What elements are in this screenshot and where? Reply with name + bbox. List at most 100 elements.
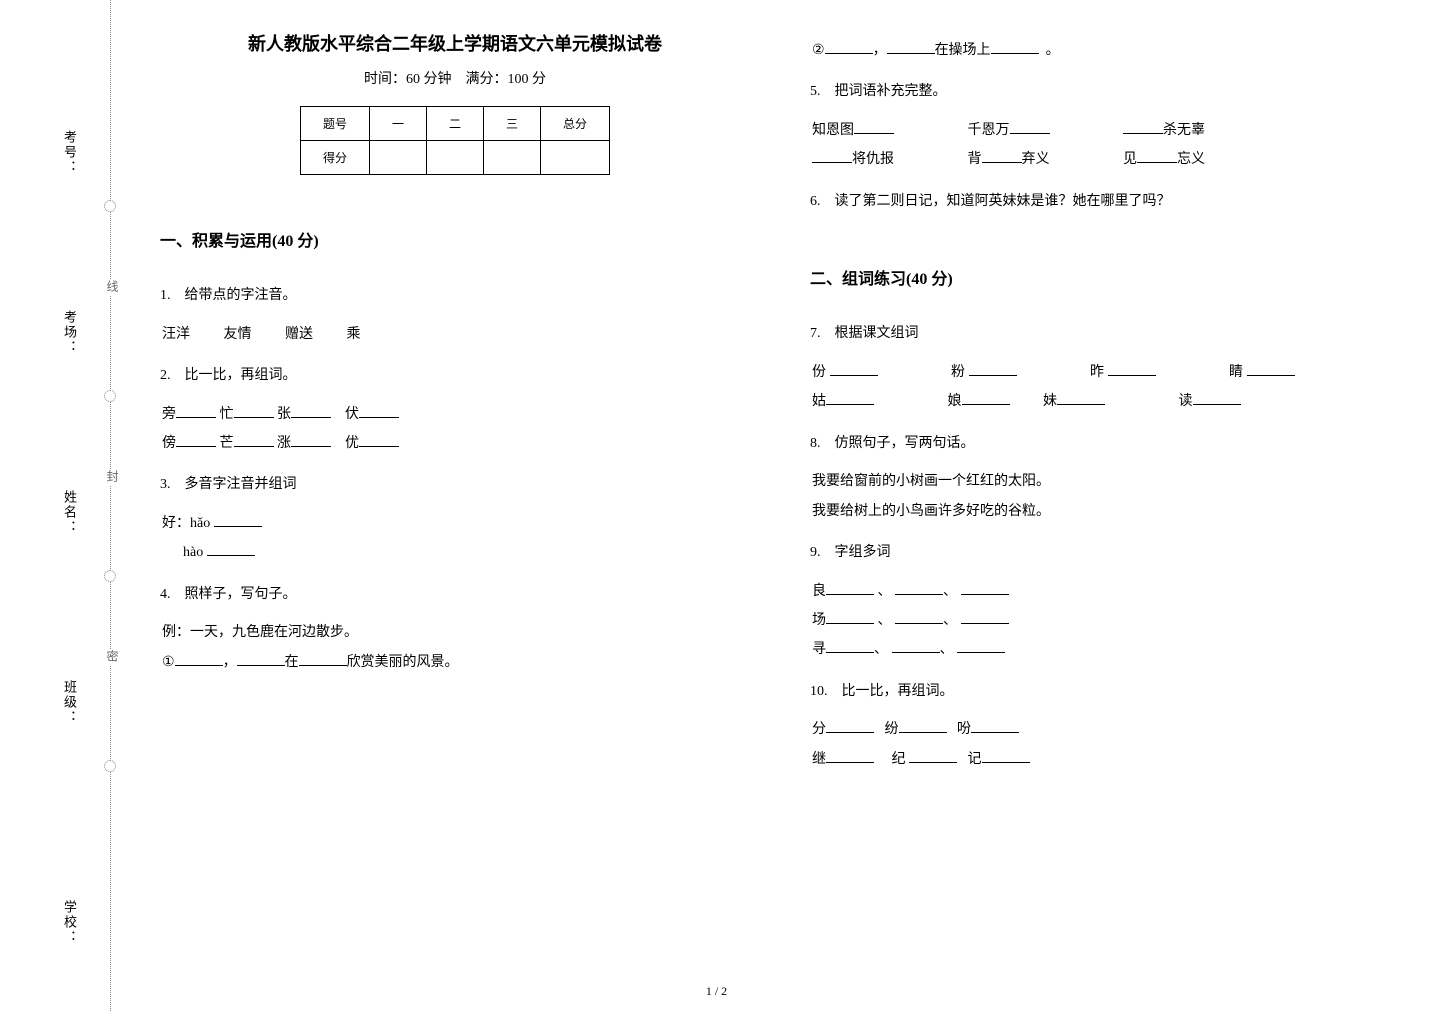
q3-label: 好： bbox=[162, 516, 190, 531]
q1-w2: 友情 bbox=[224, 327, 252, 342]
q9-c1: 良 bbox=[812, 584, 826, 599]
q4-2c: 在操场上 bbox=[935, 43, 991, 58]
th-2: 二 bbox=[426, 107, 483, 141]
q1-w3: 赠送 bbox=[285, 327, 313, 342]
q2-r2c1: 傍 bbox=[162, 436, 176, 451]
q5-r2a: 将仇报 bbox=[852, 152, 894, 167]
td-blank bbox=[541, 141, 610, 175]
q9-c2: 场 bbox=[812, 613, 826, 628]
q7-body: 份 粉 昨 睛 姑 娘 妹 读 bbox=[812, 358, 1400, 417]
td-blank bbox=[369, 141, 426, 175]
q9-stem: 9. 字组多词 bbox=[810, 540, 1400, 567]
q7-r1c4: 睛 bbox=[1229, 365, 1243, 380]
q2-r2c3: 涨 bbox=[277, 436, 291, 451]
q5-r2c2: 忘义 bbox=[1177, 152, 1205, 167]
q7-r2c2: 娘 bbox=[948, 394, 962, 409]
q4-2b: ， bbox=[873, 43, 887, 58]
q2-body: 旁 忙 张 伏 傍 芒 涨 优 bbox=[162, 400, 750, 459]
q5-r2b: 背 bbox=[968, 152, 982, 167]
q5-r1c: 杀无辜 bbox=[1163, 123, 1205, 138]
right-column: ②，在操场上 。 5. 把词语补充完整。 知恩图 千恩万 杀无辜 将仇报 背弃义… bbox=[810, 30, 1400, 990]
td-blank bbox=[484, 141, 541, 175]
q5-r2c: 见 bbox=[1123, 152, 1137, 167]
binding-label-kaohao: 考号： bbox=[60, 130, 79, 175]
q2-r1c3: 张 bbox=[277, 407, 291, 422]
table-row: 题号 一 二 三 总分 bbox=[300, 107, 609, 141]
binding-circle bbox=[104, 200, 116, 212]
q4-line2: ② ， 在操场上 。 bbox=[812, 36, 1400, 65]
q8-l1: 我要给窗前的小树画一个红红的太阳。 bbox=[812, 474, 1050, 489]
section-1-heading: 一、积累与运用(40 分) bbox=[160, 227, 750, 251]
q1-stem: 1. 给带点的字注音。 bbox=[160, 283, 750, 310]
q7-r2c3: 妹 bbox=[1043, 394, 1057, 409]
page-number: 1 / 2 bbox=[706, 984, 727, 999]
q3-py1: hǎo bbox=[190, 516, 210, 531]
binding-label-school: 学校： bbox=[60, 900, 79, 945]
q6-stem: 6. 读了第二则日记，知道阿英妹妹是谁？她在哪里了吗？ bbox=[810, 189, 1400, 216]
binding-label-class: 班级： bbox=[60, 680, 79, 725]
q4-1b: ， bbox=[223, 655, 237, 670]
dotted-label-mi: 密 bbox=[104, 650, 121, 665]
section-2-heading: 二、组词练习(40 分) bbox=[810, 265, 1400, 289]
q2-r1c1: 旁 bbox=[162, 407, 176, 422]
q4-2d: 。 bbox=[1046, 43, 1060, 58]
q5-body: 知恩图 千恩万 杀无辜 将仇报 背弃义 见忘义 bbox=[812, 116, 1400, 175]
q4-1a: ① bbox=[162, 655, 175, 670]
dotted-label-xian: 线 bbox=[104, 280, 121, 295]
q8-stem: 8. 仿照句子，写两句话。 bbox=[810, 431, 1400, 458]
exam-subtitle: 时间：60 分钟 满分：100 分 bbox=[160, 68, 750, 88]
q4-example: 例：一天，九色鹿在河边散步。 bbox=[162, 625, 358, 640]
q10-r2c2: 纪 bbox=[892, 752, 906, 767]
q8-l2: 我要给树上的小鸟画许多好吃的谷粒。 bbox=[812, 504, 1050, 519]
dotted-line bbox=[110, 0, 111, 1011]
q7-r1c1: 份 bbox=[812, 365, 826, 380]
th-1: 一 bbox=[369, 107, 426, 141]
q3-body: 好：hǎo hào bbox=[162, 509, 750, 568]
th-total: 总分 bbox=[541, 107, 610, 141]
q5-r1a: 知恩图 bbox=[812, 123, 854, 138]
q10-r1c2: 纷 bbox=[885, 722, 899, 737]
q2-stem: 2. 比一比，再组词。 bbox=[160, 363, 750, 390]
q4-1d: 欣赏美丽的风景。 bbox=[347, 655, 459, 670]
q4-stem: 4. 照样子，写句子。 bbox=[160, 582, 750, 609]
dotted-label-feng: 封 bbox=[104, 470, 121, 485]
q3-py2: hào bbox=[183, 545, 203, 560]
q1-body: 汪洋 友情 赠送 乘 bbox=[162, 320, 750, 349]
q4-body: 例：一天，九色鹿在河边散步。 ① ， 在 欣赏美丽的风景。 bbox=[162, 618, 750, 677]
q2-r2c2: 芒 bbox=[220, 436, 234, 451]
exam-title: 新人教版水平综合二年级上学期语文六单元模拟试卷 bbox=[160, 30, 750, 56]
q10-stem: 10. 比一比，再组词。 bbox=[810, 679, 1400, 706]
q10-r2c3: 记 bbox=[968, 752, 982, 767]
q8-body: 我要给窗前的小树画一个红红的太阳。 我要给树上的小鸟画许多好吃的谷粒。 bbox=[812, 467, 1400, 526]
left-column: 新人教版水平综合二年级上学期语文六单元模拟试卷 时间：60 分钟 满分：100 … bbox=[160, 30, 750, 990]
q7-r2c4: 读 bbox=[1179, 394, 1193, 409]
th-3: 三 bbox=[484, 107, 541, 141]
q7-r1c2: 粉 bbox=[951, 365, 965, 380]
binding-column: 考号： 线 考场： 封 姓名： 密 班级： 学校： bbox=[60, 0, 120, 1011]
q10-r2c1: 继 bbox=[812, 752, 826, 767]
q5-r1b: 千恩万 bbox=[968, 123, 1010, 138]
binding-circle bbox=[104, 570, 116, 582]
q9-body: 良 、 、 场 、 、 寻、 、 bbox=[812, 577, 1400, 665]
binding-label-name: 姓名： bbox=[60, 490, 79, 535]
td-blank bbox=[426, 141, 483, 175]
q1-w1: 汪洋 bbox=[162, 327, 190, 342]
q10-body: 分 纷 吩 继 纪 记 bbox=[812, 715, 1400, 774]
q4-1c: 在 bbox=[285, 655, 299, 670]
q10-r1c1: 分 bbox=[812, 722, 826, 737]
table-row: 得分 bbox=[300, 141, 609, 175]
score-table: 题号 一 二 三 总分 得分 bbox=[300, 106, 610, 175]
q3-stem: 3. 多音字注音并组词 bbox=[160, 472, 750, 499]
q4-2a: ② bbox=[812, 43, 825, 58]
q5-stem: 5. 把词语补充完整。 bbox=[810, 79, 1400, 106]
th-num: 题号 bbox=[300, 107, 369, 141]
q10-r1c3: 吩 bbox=[957, 722, 971, 737]
q7-stem: 7. 根据课文组词 bbox=[810, 321, 1400, 348]
td-score-label: 得分 bbox=[300, 141, 369, 175]
binding-label-kaochang: 考场： bbox=[60, 310, 79, 355]
q2-r1c2: 忙 bbox=[220, 407, 234, 422]
page-content: 新人教版水平综合二年级上学期语文六单元模拟试卷 时间：60 分钟 满分：100 … bbox=[160, 30, 1400, 990]
q7-r2c1: 姑 bbox=[812, 394, 826, 409]
q7-r1c3: 昨 bbox=[1090, 365, 1104, 380]
q1-w4: 乘 bbox=[347, 327, 361, 342]
